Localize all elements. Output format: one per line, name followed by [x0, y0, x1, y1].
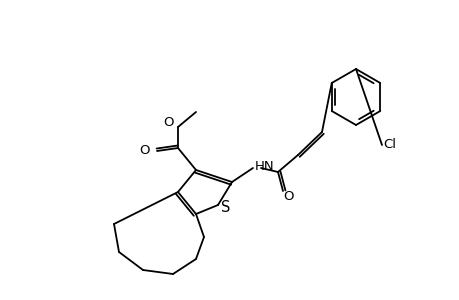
Text: O: O — [283, 190, 294, 202]
Text: O: O — [140, 143, 150, 157]
Text: S: S — [221, 200, 230, 215]
Text: HN: HN — [254, 160, 274, 173]
Text: O: O — [163, 116, 174, 128]
Text: Cl: Cl — [383, 139, 396, 152]
